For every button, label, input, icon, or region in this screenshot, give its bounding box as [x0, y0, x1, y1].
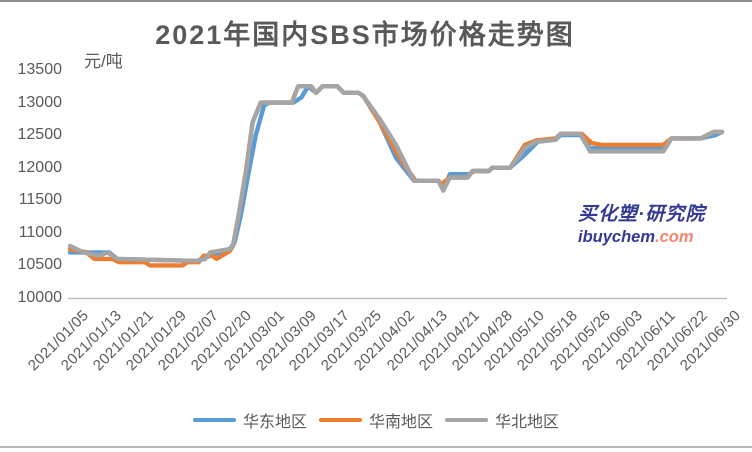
legend-line-swatch-icon [318, 417, 362, 423]
legend-line-swatch-icon [192, 417, 236, 423]
chart-title: 2021年国内SBS市场价格走势图 [155, 20, 575, 50]
y-axis-tick-label: 13500 [17, 61, 63, 78]
y-axis-tick-label: 11000 [18, 223, 62, 241]
y-axis-unit-label: 元/吨 [84, 52, 123, 71]
y-axis-tick-label: 12000 [17, 158, 63, 176]
y-axis-tick-label: 11500 [18, 191, 62, 209]
watermark-site-text: ibuychem.com [578, 229, 705, 246]
y-axis-tick-label: 13000 [17, 93, 63, 111]
legend-line-swatch-icon [445, 417, 488, 423]
legend-item-0: 华东地区 [192, 408, 307, 432]
legend-label: 华东地区 [242, 414, 307, 431]
watermark-logo: 买化塑·研究院 ibuychem.com [578, 205, 705, 246]
legend-item-2: 华北地区 [445, 408, 559, 432]
legend-label: 华北地区 [495, 414, 560, 431]
legend-item-1: 华南地区 [318, 408, 433, 432]
series-line-2 [67, 84, 725, 264]
watermark-site-main: ibuychem [578, 228, 656, 246]
top-border [0, 0, 752, 2]
watermark-brand-text: 买化塑·研究院 [578, 204, 706, 225]
bottom-border [0, 446, 752, 448]
y-axis-tick-label: 10000 [17, 289, 63, 306]
legend: 华东地区 华南地区 华北地区 [0, 407, 752, 433]
watermark-site-suffix: .com [655, 228, 694, 246]
y-axis-tick-label: 10500 [17, 256, 63, 274]
legend-label: 华南地区 [368, 414, 433, 431]
y-axis-tick-label: 12500 [17, 126, 63, 144]
